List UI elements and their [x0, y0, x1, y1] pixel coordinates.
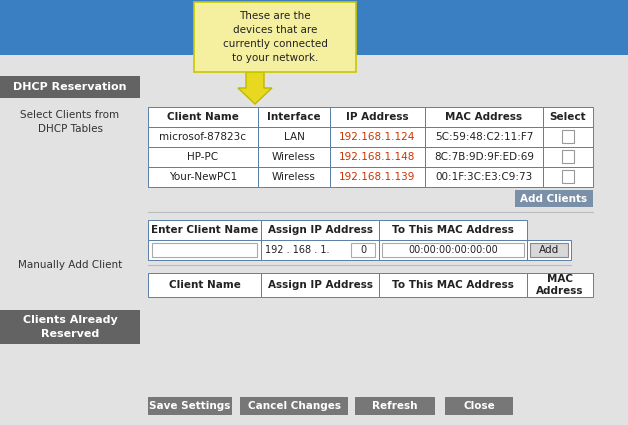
FancyBboxPatch shape — [543, 167, 593, 187]
FancyBboxPatch shape — [425, 107, 543, 127]
FancyBboxPatch shape — [152, 243, 257, 257]
FancyBboxPatch shape — [425, 167, 543, 187]
FancyBboxPatch shape — [355, 397, 435, 415]
Text: 00:00:00:00:00:00: 00:00:00:00:00:00 — [408, 245, 498, 255]
Text: Wireless: Wireless — [272, 172, 316, 182]
FancyBboxPatch shape — [148, 240, 261, 260]
Text: Close: Close — [463, 401, 495, 411]
FancyBboxPatch shape — [0, 0, 628, 55]
Text: microsof-87823c: microsof-87823c — [160, 132, 247, 142]
Text: 192 . 168 . 1.: 192 . 168 . 1. — [265, 245, 330, 255]
Text: Save Settings: Save Settings — [149, 401, 230, 411]
FancyBboxPatch shape — [148, 107, 258, 127]
FancyBboxPatch shape — [543, 127, 593, 147]
FancyBboxPatch shape — [0, 310, 140, 344]
FancyBboxPatch shape — [261, 273, 379, 297]
FancyBboxPatch shape — [330, 147, 425, 167]
FancyBboxPatch shape — [261, 240, 379, 260]
FancyBboxPatch shape — [258, 167, 330, 187]
FancyBboxPatch shape — [425, 127, 543, 147]
Text: Clients Already
Reserved: Clients Already Reserved — [23, 315, 117, 339]
FancyBboxPatch shape — [258, 107, 330, 127]
Text: 192.168.1.124: 192.168.1.124 — [339, 132, 416, 142]
FancyBboxPatch shape — [258, 127, 330, 147]
FancyBboxPatch shape — [148, 147, 258, 167]
Text: To This MAC Address: To This MAC Address — [392, 225, 514, 235]
Text: 5C:59:48:C2:11:F7: 5C:59:48:C2:11:F7 — [435, 132, 533, 142]
Text: IP Address: IP Address — [346, 112, 409, 122]
FancyBboxPatch shape — [194, 2, 356, 72]
FancyBboxPatch shape — [330, 167, 425, 187]
Text: 00:1F:3C:E3:C9:73: 00:1F:3C:E3:C9:73 — [435, 172, 533, 182]
Text: These are the
devices that are
currently connected
to your network.: These are the devices that are currently… — [222, 11, 327, 63]
Text: Your-NewPC1: Your-NewPC1 — [169, 172, 237, 182]
FancyBboxPatch shape — [527, 273, 593, 297]
Text: Select Clients from
DHCP Tables: Select Clients from DHCP Tables — [21, 110, 119, 134]
Text: Add Clients: Add Clients — [521, 193, 588, 204]
Text: To This MAC Address: To This MAC Address — [392, 280, 514, 290]
FancyBboxPatch shape — [261, 220, 379, 240]
FancyBboxPatch shape — [445, 397, 513, 415]
Text: Client Name: Client Name — [168, 280, 241, 290]
Text: LAN: LAN — [284, 132, 305, 142]
Text: 8C:7B:9D:9F:ED:69: 8C:7B:9D:9F:ED:69 — [434, 152, 534, 162]
Text: Enter Client Name: Enter Client Name — [151, 225, 258, 235]
Text: Cancel Changes: Cancel Changes — [247, 401, 340, 411]
Polygon shape — [238, 72, 272, 104]
FancyBboxPatch shape — [527, 240, 571, 260]
FancyBboxPatch shape — [543, 107, 593, 127]
FancyBboxPatch shape — [330, 107, 425, 127]
Text: MAC Address: MAC Address — [445, 112, 522, 122]
FancyBboxPatch shape — [562, 130, 574, 143]
FancyBboxPatch shape — [240, 397, 348, 415]
FancyBboxPatch shape — [148, 397, 232, 415]
Text: Refresh: Refresh — [372, 401, 418, 411]
Text: Client Name: Client Name — [167, 112, 239, 122]
FancyBboxPatch shape — [0, 55, 140, 425]
Text: DHCP Reservation: DHCP Reservation — [13, 82, 127, 92]
FancyBboxPatch shape — [379, 240, 527, 260]
Text: Manually Add Client: Manually Add Client — [18, 260, 122, 270]
Text: Add: Add — [539, 245, 559, 255]
FancyBboxPatch shape — [330, 127, 425, 147]
Text: HP-PC: HP-PC — [187, 152, 219, 162]
Text: Assign IP Address: Assign IP Address — [268, 280, 372, 290]
FancyBboxPatch shape — [543, 147, 593, 167]
FancyBboxPatch shape — [351, 243, 375, 257]
Text: 192.168.1.148: 192.168.1.148 — [339, 152, 416, 162]
Text: Assign IP Address: Assign IP Address — [268, 225, 372, 235]
FancyBboxPatch shape — [382, 243, 524, 257]
Text: Wireless: Wireless — [272, 152, 316, 162]
FancyBboxPatch shape — [148, 220, 261, 240]
Text: 0: 0 — [360, 245, 366, 255]
Text: Select: Select — [550, 112, 587, 122]
FancyBboxPatch shape — [379, 273, 527, 297]
FancyBboxPatch shape — [148, 167, 258, 187]
FancyBboxPatch shape — [562, 170, 574, 183]
FancyBboxPatch shape — [425, 147, 543, 167]
FancyBboxPatch shape — [530, 243, 568, 257]
Text: Interface: Interface — [267, 112, 321, 122]
FancyBboxPatch shape — [148, 273, 261, 297]
FancyBboxPatch shape — [562, 150, 574, 163]
Text: 192.168.1.139: 192.168.1.139 — [339, 172, 416, 182]
FancyBboxPatch shape — [148, 127, 258, 147]
FancyBboxPatch shape — [258, 147, 330, 167]
FancyBboxPatch shape — [515, 190, 593, 207]
FancyBboxPatch shape — [0, 76, 140, 98]
Text: MAC
Address: MAC Address — [536, 274, 584, 296]
FancyBboxPatch shape — [379, 220, 527, 240]
